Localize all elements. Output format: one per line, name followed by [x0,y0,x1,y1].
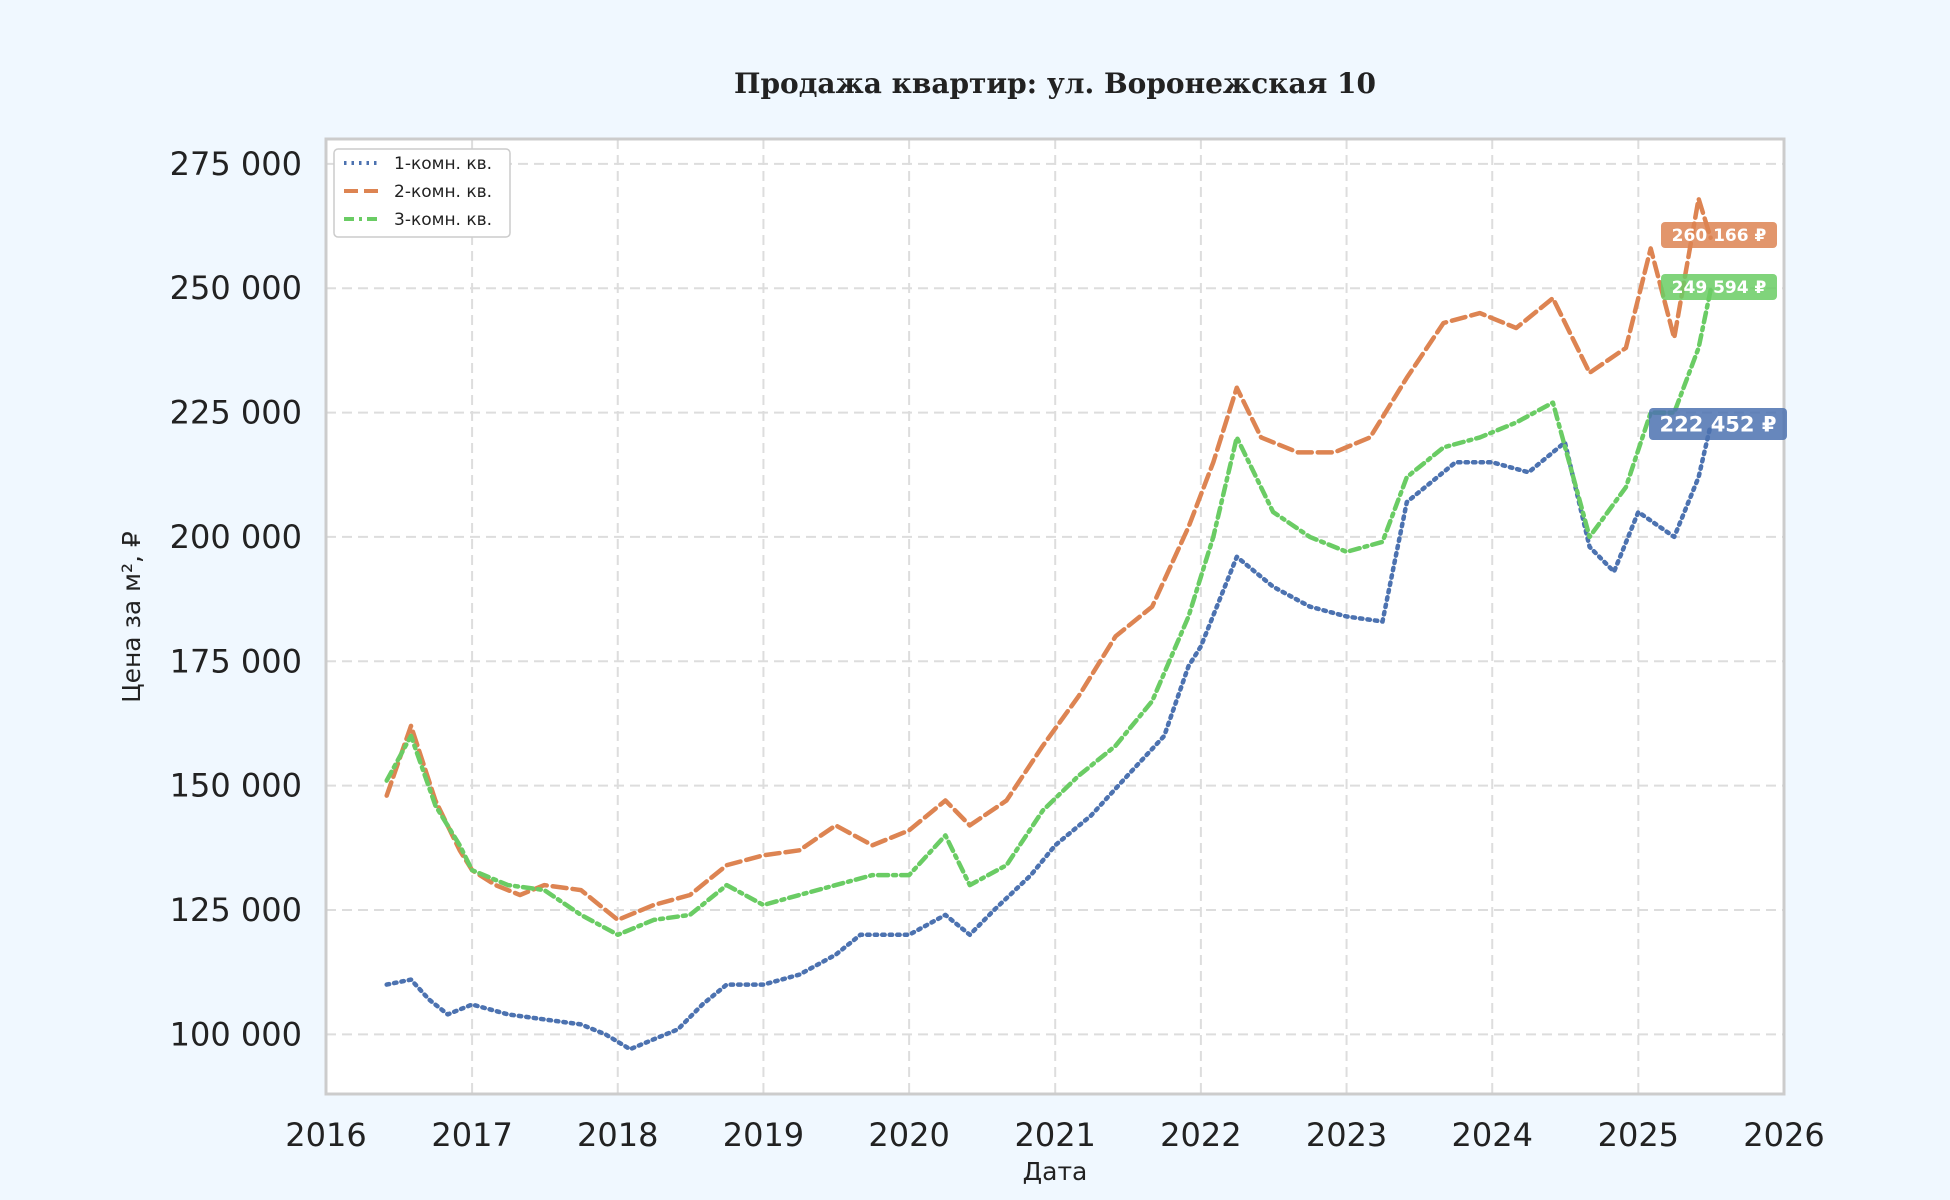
end-label-text: 260 166 ₽ [1672,226,1767,246]
plot-area [326,139,1784,1094]
x-tick-label: 2022 [1160,1116,1241,1154]
plot-frame [324,137,1786,1096]
x-tick-label: 2017 [431,1116,512,1154]
y-tick-label: 175 000 [170,642,302,680]
legend-label-1: 1-комн. кв. [394,154,492,174]
x-tick-label: 2016 [285,1116,366,1154]
grid [325,139,1785,1094]
x-tick-label: 2024 [1452,1116,1533,1154]
x-tick-label: 2019 [723,1116,804,1154]
y-tick-label: 100 000 [170,1015,302,1053]
end-label-text: 249 594 ₽ [1672,278,1767,298]
tick-labels: 100 000 125 000 150 000 175 000 200 000 225 0… [170,145,1825,1154]
y-tick-label: 200 000 [170,518,302,556]
x-tick-label: 2018 [577,1116,658,1154]
legend-label-3: 3-комн. кв. [394,210,492,230]
end-label-box [1649,408,1787,440]
y-tick-label: 225 000 [170,394,302,432]
end-label-box [1661,222,1777,248]
y-tick-label: 125 000 [170,891,302,929]
legend-label-2: 2-комн. кв. [394,182,492,202]
series-line-2 [384,196,1713,923]
x-tick-label: 2023 [1306,1116,1387,1154]
y-tick-label: 250 000 [170,269,302,307]
end-label-text: 222 452 ₽ [1660,413,1777,437]
x-tick-label: 2021 [1014,1116,1095,1154]
end-label-3: 249 594 ₽ [1661,274,1777,300]
x-tick-label: 2025 [1598,1116,1679,1154]
x-tick-label: 2020 [868,1116,949,1154]
y-tick-label: 275 000 [170,145,302,183]
end-label-2: 260 166 ₽ [1661,222,1777,248]
end-label-1: 222 452 ₽ [1649,408,1787,440]
legend-box [333,148,511,238]
series-line-3 [384,287,1713,938]
x-tick-label: 2026 [1743,1116,1824,1154]
series-line-1 [384,422,1713,1052]
series-layer [384,196,1713,1052]
x-axis-label: Дата [1023,1157,1088,1186]
chart-title: Продажа квартир: ул. Воронежская 10 [734,67,1376,100]
end-label-box [1661,274,1777,300]
legend: 1-комн. кв. 2-комн. кв. 3-комн. кв. [333,148,511,238]
end-labels: 260 166 ₽ 249 594 ₽ 222 452 ₽ [1649,222,1787,440]
y-tick-label: 150 000 [170,767,302,805]
y-axis-label: Цена за м², ₽ [117,531,146,703]
